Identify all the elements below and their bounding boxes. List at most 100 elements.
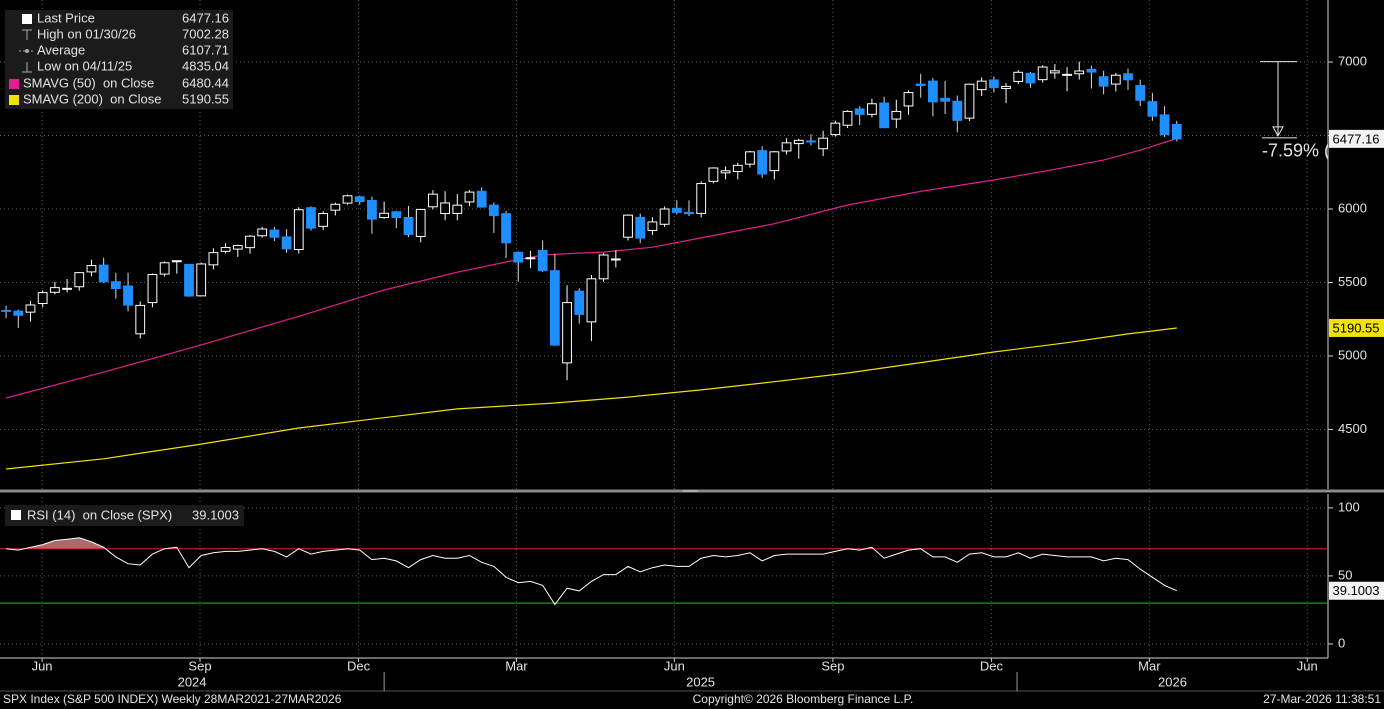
- candle-body: [659, 208, 670, 225]
- rsi-legend-swatch: [11, 510, 21, 520]
- candle-body: [415, 208, 426, 237]
- x-tick-label: Jun: [664, 658, 685, 673]
- candle-body: [1159, 114, 1170, 136]
- candle-body: [74, 272, 85, 288]
- rsi-overbought-fill: [6, 537, 921, 549]
- legend-label: SMAVG (50) on Close: [23, 75, 154, 90]
- candle-body: [562, 302, 572, 364]
- candle-body: [647, 221, 658, 231]
- candle-body: [537, 249, 548, 272]
- legend-value: 5190.55: [182, 91, 229, 106]
- candle-body: [281, 236, 292, 250]
- candle-body: [1025, 72, 1036, 84]
- candle-body: [988, 79, 999, 88]
- candle-body: [1147, 101, 1158, 117]
- rsi-tick-label: 50: [1338, 567, 1352, 582]
- candle-body: [1074, 70, 1085, 75]
- candle-body: [1098, 76, 1109, 87]
- candle-body: [1, 309, 11, 312]
- candle-body: [879, 102, 890, 129]
- legend-value: 6480.44: [182, 75, 229, 90]
- footer-left: SPX Index (S&P 500 INDEX) Weekly 28MAR20…: [3, 692, 342, 706]
- candle-body: [781, 142, 792, 152]
- candle-body: [330, 203, 341, 211]
- candle-body: [391, 211, 402, 219]
- candle-body: [769, 151, 780, 172]
- legend-swatch: [9, 79, 19, 89]
- candle-body: [1171, 123, 1182, 140]
- sma200-tag: 5190.55: [1333, 320, 1380, 335]
- rsi-tag-box: [1329, 581, 1384, 600]
- annotation-head: [1272, 126, 1284, 137]
- rsi-tick-label: 100: [1338, 499, 1360, 514]
- rsi-legend-value: 39.1003: [192, 507, 239, 522]
- legend-label: Last Price: [37, 10, 95, 25]
- candle-body: [403, 217, 414, 235]
- candle-body: [891, 110, 902, 120]
- candle-body: [232, 245, 243, 250]
- candle-body: [793, 139, 804, 145]
- candle-body: [342, 195, 353, 204]
- candle-body: [367, 199, 377, 220]
- candle-body: [1037, 66, 1048, 81]
- candle-body: [635, 216, 646, 239]
- candle-body: [806, 140, 816, 143]
- legend-label: High on 01/30/26: [37, 26, 136, 41]
- legend-label: Average: [37, 42, 85, 57]
- y-tick-label: 5500: [1338, 274, 1367, 289]
- candle-body: [549, 270, 560, 346]
- candle-body: [245, 235, 255, 249]
- legend-icon: [22, 14, 32, 24]
- rsi-plot: [0, 497, 1328, 657]
- candle-body: [220, 246, 231, 252]
- candle-body: [354, 196, 365, 202]
- candle-body: [732, 164, 743, 173]
- candle-body: [830, 122, 841, 136]
- legend-box: [5, 10, 233, 109]
- candle-body: [98, 264, 109, 283]
- legend-label: Low on 04/11/25: [37, 58, 132, 73]
- candle-body: [720, 170, 731, 174]
- candle-body: [708, 167, 719, 182]
- candle-body: [269, 229, 280, 238]
- candle-body: [684, 211, 694, 215]
- year-label: 2024: [178, 674, 207, 689]
- year-label: 2026: [1158, 674, 1187, 689]
- price-plot: -7.59% (: [0, 0, 1328, 490]
- candle-body: [135, 304, 146, 335]
- candle-body: [915, 83, 926, 87]
- candle-body: [476, 190, 487, 208]
- candle-body: [184, 263, 194, 297]
- candle-body: [318, 213, 329, 227]
- x-tick-label: Mar: [505, 658, 528, 673]
- candle-body: [952, 100, 963, 121]
- moving-average-line: [5, 137, 1177, 399]
- legend-value: 6107.71: [182, 42, 229, 57]
- candle-body: [976, 80, 987, 91]
- legend-icon: [25, 49, 29, 53]
- candle-body: [62, 287, 72, 290]
- candle-body: [745, 151, 755, 165]
- candle-body: [525, 257, 536, 260]
- candle-body: [867, 103, 877, 115]
- footer-center: Copyright© 2026 Bloomberg Finance L.P.: [693, 692, 914, 706]
- x-tick-label: Sep: [821, 658, 844, 673]
- year-label: 2025: [686, 674, 715, 689]
- footer-right: 27-Mar-2026 11:38:51: [1263, 692, 1381, 706]
- candle-body: [379, 212, 390, 219]
- legend-icon: [22, 29, 32, 40]
- candle-body: [696, 183, 707, 214]
- candle-body: [196, 263, 207, 297]
- y-tick-label: 4500: [1338, 421, 1367, 436]
- candle-body: [513, 251, 524, 263]
- candle-body: [13, 310, 24, 316]
- candle-body: [757, 150, 768, 175]
- candle-body: [598, 254, 609, 280]
- legend-icon: [22, 62, 32, 73]
- x-tick-label: Sep: [188, 658, 211, 673]
- last-price-tag: 6477.16: [1333, 131, 1380, 146]
- candle-body: [464, 191, 475, 203]
- y-tick-label: 7000: [1338, 53, 1367, 68]
- candle-body: [306, 207, 316, 229]
